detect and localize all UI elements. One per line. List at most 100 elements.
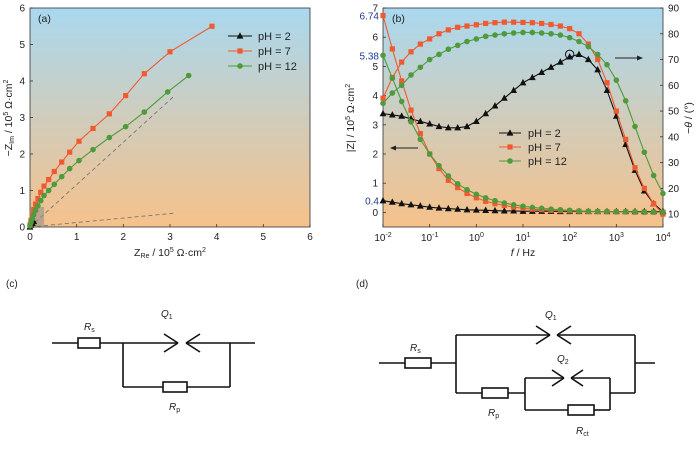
panel-b-data-point <box>482 33 489 40</box>
panel-b-ytick-left-label: 1 <box>372 179 378 190</box>
panel-b-data-point <box>501 19 507 25</box>
panel-b-ytick-left-label: 5 <box>372 62 378 73</box>
panel-b-data-point <box>613 77 620 83</box>
panel-b-data-point <box>482 206 490 213</box>
panel-b-data-point <box>660 209 666 215</box>
panel-a-data-point <box>59 159 65 165</box>
panel-b-data-point <box>500 207 508 214</box>
panel-b-data-point <box>519 78 527 86</box>
panel-b-data-point <box>557 32 564 38</box>
cpe-q1-c-right <box>185 333 201 344</box>
panel-b-ytick-right-label: 90 <box>668 4 680 15</box>
panel-a-xtick-label: 4 <box>214 232 220 243</box>
panel-a-data-point <box>167 49 173 55</box>
panel-a-ytick-label: 2 <box>19 150 25 161</box>
panel-a-data-point <box>58 173 65 180</box>
panel-b-data-point <box>529 20 535 26</box>
panel-b-data-point <box>604 61 610 68</box>
panel-b-data-point <box>379 196 387 204</box>
panel-b-data-point <box>528 73 536 81</box>
panel-b-xtick-label: 101 <box>515 232 530 244</box>
panel-a-legend: pH = 2 pH = 7 pH = 12 <box>228 31 297 73</box>
panel-b-data-point <box>566 34 573 41</box>
panel-b-data-point <box>464 38 470 45</box>
panel-b-data-point <box>548 21 554 28</box>
panel-b-ytick-left-label: 7 <box>372 4 378 15</box>
panel-b-data-point <box>641 209 648 215</box>
panel-b-data-point <box>445 27 451 33</box>
panel-b-xtick-label: 10-1 <box>421 232 438 244</box>
panel-a-data-point <box>141 109 148 115</box>
panel-b-data-point <box>444 124 452 131</box>
panel-b-data-point <box>584 55 592 63</box>
panel-b-xtick-label: 104 <box>655 232 670 244</box>
panel-b-data-point <box>500 94 508 101</box>
panel-a-legend-marker <box>237 63 243 69</box>
cpe-q1-d-left <box>535 325 551 336</box>
panel-a-ticks: 0 1 2 3 4 5 6 0 1 2 3 4 5 6 <box>19 4 313 244</box>
cpe-q1-d-right <box>556 325 572 336</box>
panel-a-ytick-label: 0 <box>19 223 25 234</box>
panel-a-ytick-label: 1 <box>19 186 25 197</box>
panel-b-data-point <box>464 186 470 193</box>
panel-b-data-point <box>548 30 554 37</box>
panel-b-xtick-label: 100 <box>469 232 484 244</box>
panel-b-ylabel-left: |Z| / 105 Ω·cm2 <box>345 84 357 152</box>
panel-b-data-point <box>463 205 471 213</box>
panel-b-data-point <box>380 52 386 59</box>
panel-d-q2-label: Q2 <box>557 354 569 366</box>
panel-b-peak-marker <box>564 49 575 60</box>
panel-b-ticks: 10-2 10-1 100 101 102 103 104 0 1 2 3 4 5 6 7 10 20 30 40 5… <box>372 4 679 245</box>
panel-b-data-point <box>472 206 480 213</box>
panel-a-xtick-label: 2 <box>121 232 127 243</box>
panel-a-xtick-label: 3 <box>167 232 173 243</box>
panel-b-data-point <box>408 119 414 125</box>
panel-b-data-point <box>436 31 442 37</box>
panel-a-data-point <box>106 111 112 117</box>
panel-b-annotations: 6.74 5.38 0.4 <box>360 12 380 208</box>
panel-b-data-point <box>455 24 461 30</box>
panel-b-data-point <box>492 32 498 38</box>
panel-b-data-point <box>547 63 555 70</box>
cpe-q2-d-left <box>551 369 565 379</box>
panel-a-guide-line <box>29 95 175 228</box>
panel-b-data-point <box>436 51 442 58</box>
panel-b-data-point <box>483 198 489 204</box>
panel-b-ytick-right-label: 70 <box>668 55 680 66</box>
panel-b-data-point <box>408 49 414 55</box>
panel-b-data-point <box>426 151 433 157</box>
panel-b-data-point <box>482 109 490 117</box>
panel-b-data-point <box>604 208 610 215</box>
panel-b-data-point <box>623 136 629 142</box>
panel-b-annotation: 0.4 <box>365 197 379 208</box>
panel-b-annotation: 5.38 <box>360 51 380 62</box>
panel-b-data-point <box>520 19 526 26</box>
panel-b-data-point <box>510 202 517 208</box>
panel-b-data-point <box>436 166 442 172</box>
panel-a-data-point <box>76 138 82 144</box>
panel-b-data-point <box>388 111 396 118</box>
panel-b-label: (b) <box>392 13 405 25</box>
panel-b: (b) 10-2 10-1 100 101 102 103 104 0 1 2 3 4 5 6 7 10 20 3… <box>345 4 695 260</box>
panel-b-plot-area <box>382 7 664 228</box>
panel-a-data-point <box>66 165 73 172</box>
panel-b-data-point <box>538 30 545 36</box>
panel-a-ytick-label: 5 <box>19 40 25 51</box>
panel-d-rs-label: Rs <box>410 343 421 355</box>
panel-d-label: (d) <box>356 279 368 290</box>
panel-a-data-point <box>29 216 36 222</box>
panel-a-legend-label: pH = 12 <box>258 61 297 73</box>
panel-b-data-point <box>539 20 545 27</box>
panel-b-xlabel: f / Hz <box>511 247 536 259</box>
panel-b-data-point <box>473 191 480 198</box>
panel-a-legend-marker <box>237 48 243 54</box>
panel-a-data-point <box>35 195 41 202</box>
panel-b-data-point <box>416 117 424 124</box>
panel-a-ytick-label: 4 <box>19 77 25 88</box>
panel-b-data-point <box>511 19 517 25</box>
panel-a-data-point <box>123 93 129 99</box>
panel-a-data-point <box>185 72 192 79</box>
panel-b-data-point <box>613 209 620 215</box>
panel-b-data-point <box>585 43 592 50</box>
